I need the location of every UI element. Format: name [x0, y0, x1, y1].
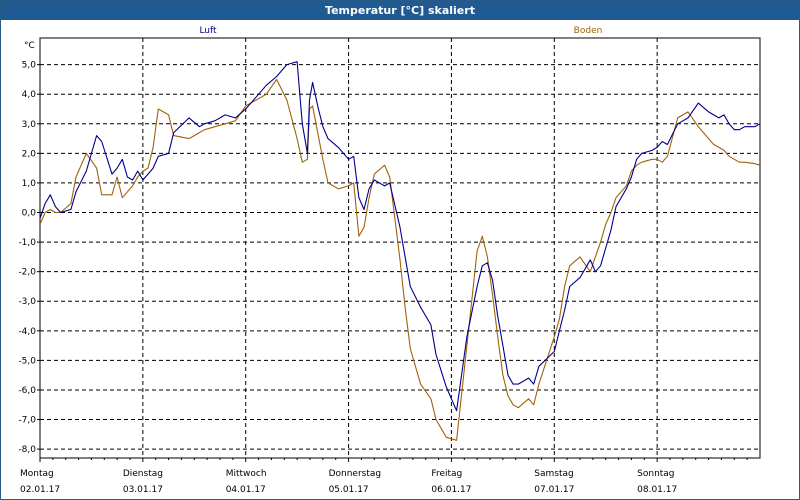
grid-lines	[40, 38, 760, 458]
y-axis-unit: °C	[24, 41, 35, 51]
day-date-label: 04.01.17	[226, 485, 266, 495]
y-tick-label: -5,0	[18, 356, 36, 366]
day-name-label: Montag	[20, 469, 54, 479]
y-tick-label: -7,0	[18, 416, 36, 426]
y-tick-label: -3,0	[18, 297, 36, 307]
series-line-luft	[39, 61, 761, 412]
day-date-label: 06.01.17	[431, 485, 471, 495]
y-tick-label: -6,0	[18, 386, 36, 396]
y-tick-label: 5,0	[22, 61, 37, 71]
y-tick-label: 1,0	[22, 179, 37, 189]
day-name-label: Donnerstag	[329, 469, 382, 479]
series-lines	[39, 61, 761, 441]
day-name-label: Freitag	[431, 469, 462, 479]
day-name-label: Mittwoch	[226, 469, 267, 479]
day-date-label: 05.01.17	[329, 485, 369, 495]
day-name-label: Sonntag	[637, 469, 674, 479]
y-axis: 5,0 4,0 3,0 2,0 1,0 0,0 -1,0 -2,0 -3,0 -4,0 -5,0 -6…	[18, 41, 40, 455]
day-date-label: 02.01.17	[20, 485, 60, 495]
day-name-label: Dienstag	[123, 469, 163, 479]
legend-luft: Luft	[199, 26, 217, 36]
day-date-label: 07.01.17	[534, 485, 574, 495]
day-name-label: Samstag	[534, 469, 573, 479]
plot-area	[39, 37, 761, 459]
y-tick-label: -8,0	[18, 445, 36, 455]
y-tick-label: 2,0	[22, 149, 37, 159]
y-tick-label: -2,0	[18, 268, 36, 278]
y-tick-label: -1,0	[18, 238, 36, 248]
series-line-boden	[39, 78, 761, 441]
y-tick-label: 4,0	[22, 90, 37, 100]
day-date-label: 08.01.17	[637, 485, 677, 495]
y-tick-label: -4,0	[18, 327, 36, 337]
x-axis: Montag 02.01.17 Dienstag 03.01.17 Mittwoch 04…	[20, 458, 748, 495]
legend-boden: Boden	[574, 26, 603, 36]
chart-title: Temperatur [°C] skaliert	[1, 1, 799, 20]
legend: Luft Boden	[199, 26, 602, 36]
y-tick-label: 3,0	[22, 120, 37, 130]
y-tick-label: 0,0	[22, 209, 37, 219]
day-date-label: 03.01.17	[123, 485, 163, 495]
